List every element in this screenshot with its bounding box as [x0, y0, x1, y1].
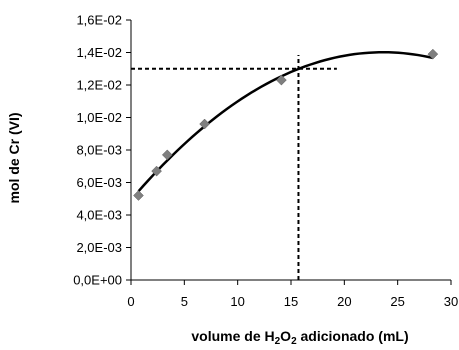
- y-tick-label: 4,0E-03: [76, 208, 122, 223]
- x-tick-label: 20: [337, 294, 351, 309]
- x-tick-label: 5: [181, 294, 188, 309]
- data-point: [161, 149, 173, 161]
- y-tick-label: 6,0E-03: [76, 175, 122, 190]
- y-tick-label: 2,0E-03: [76, 240, 122, 255]
- x-tick-label: 15: [284, 294, 298, 309]
- x-tick-label: 25: [390, 294, 404, 309]
- data-point: [133, 190, 144, 201]
- y-tick-label: 1,4E-02: [76, 45, 122, 60]
- trendline: [137, 50, 434, 193]
- data-point: [199, 118, 210, 130]
- y-tick-label: 0,0E+00: [73, 273, 122, 288]
- y-tick-label: 1,6E-02: [76, 13, 122, 28]
- data-point: [427, 48, 439, 60]
- y-tick-label: 8,0E-03: [76, 143, 122, 158]
- x-axis-ticks: 0 5 10 15 20 25 30: [127, 280, 458, 309]
- y-tick-label: 1,0E-02: [76, 110, 122, 125]
- x-axis-title: volume de H2O2 adicionado (mL): [191, 328, 408, 347]
- y-tick-label: 1,2E-02: [76, 78, 122, 93]
- y-axis-ticks: 0,0E+00 2,0E-03 4,0E-03 6,0E-03 8,0E-03 1,0E-…: [73, 13, 131, 288]
- data-point: [276, 74, 287, 86]
- data-points: [133, 48, 439, 201]
- x-tick-label: 0: [127, 294, 134, 309]
- x-tick-label: 10: [230, 294, 244, 309]
- y-axis-title: mol de Cr (VI): [6, 112, 22, 203]
- data-point: [151, 165, 162, 177]
- x-tick-label: 30: [444, 294, 458, 309]
